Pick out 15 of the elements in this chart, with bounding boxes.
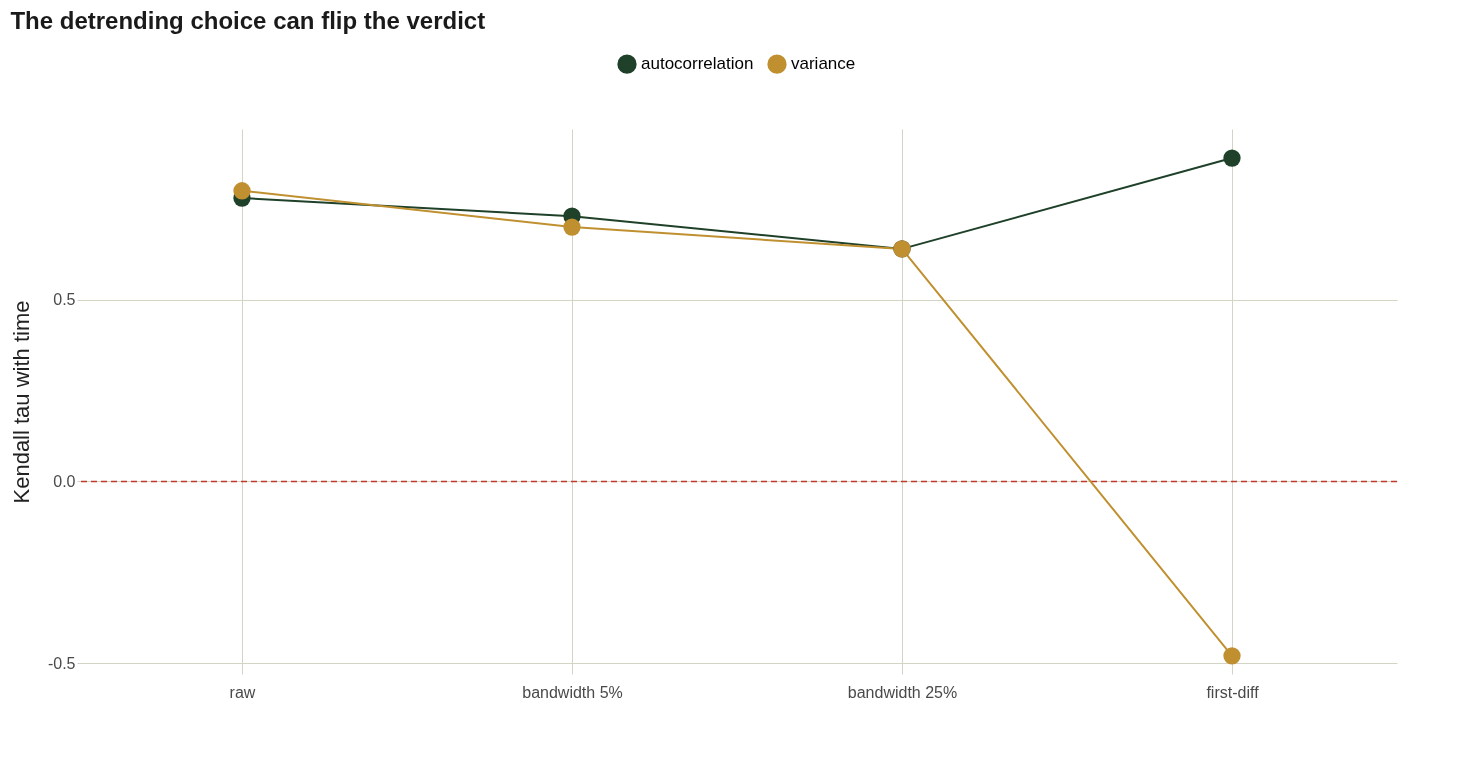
point xyxy=(1223,149,1241,167)
legend-label: autocorrelation xyxy=(641,54,754,74)
y-tick-label: 0.5 xyxy=(53,291,76,309)
point xyxy=(1223,647,1241,665)
x-tick-label: bandwidth 5% xyxy=(522,683,623,701)
x-tick-label: first-diff xyxy=(1206,683,1260,701)
x-tick-label: bandwidth 25% xyxy=(847,683,958,701)
y-tick-label: -0.5 xyxy=(47,654,76,672)
point xyxy=(563,218,581,236)
y-tick-label: 0.0 xyxy=(53,472,76,490)
chart-title: The detrending choice can flip the verdict xyxy=(10,7,486,34)
x-tick-label: raw xyxy=(229,683,256,701)
point xyxy=(233,182,251,200)
legend-label: variance xyxy=(791,54,856,74)
y-axis-title: Kendall tau with time xyxy=(8,300,34,504)
